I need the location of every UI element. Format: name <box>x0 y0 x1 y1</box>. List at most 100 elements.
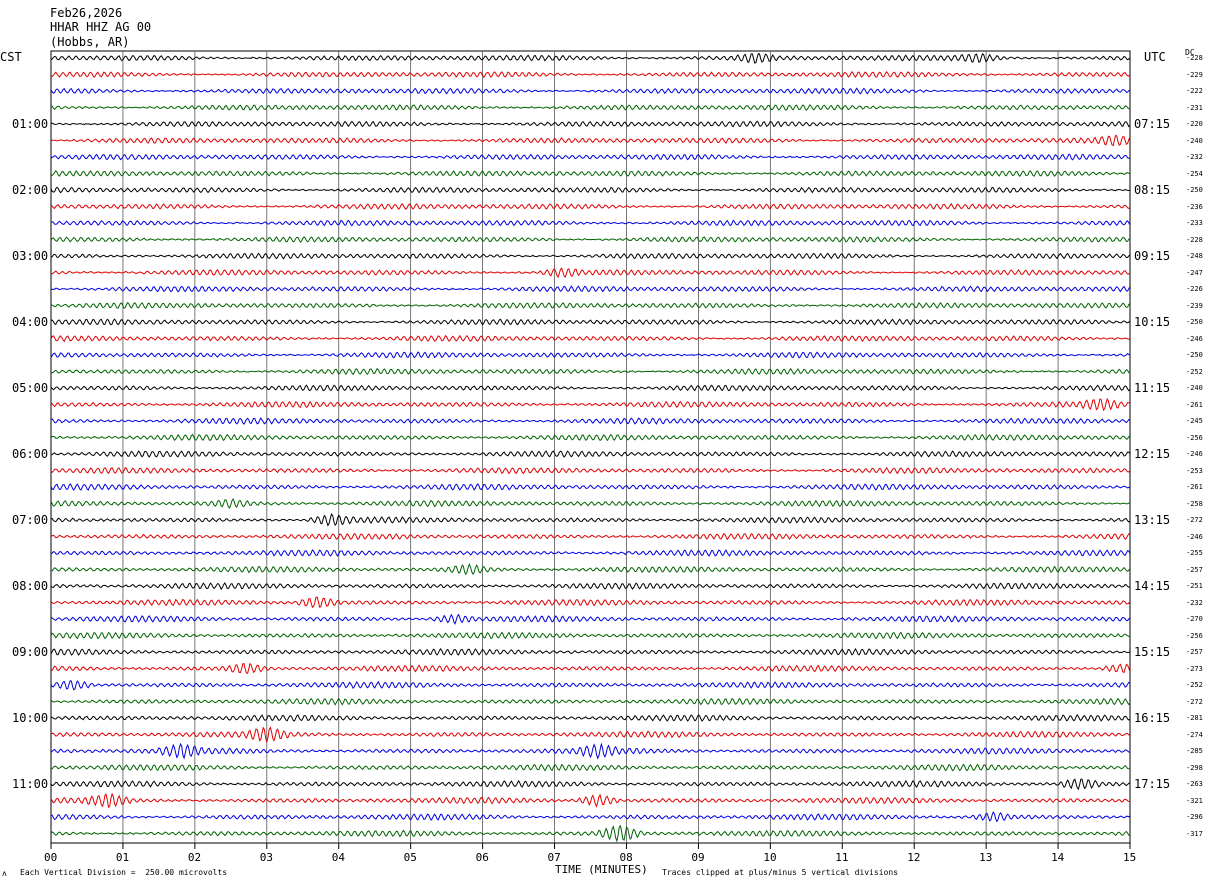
x-tick-label: 12 <box>907 851 921 864</box>
dc-offset-label: -263 <box>1186 780 1203 788</box>
seismic-trace-row <box>50 433 1131 442</box>
dc-offset-label: -261 <box>1186 483 1203 491</box>
seismic-trace-row <box>50 631 1131 640</box>
right-hour-label: 16:15 <box>1134 711 1171 725</box>
dc-offset-label: -245 <box>1186 417 1203 425</box>
dc-offset-label: -252 <box>1186 681 1203 689</box>
seismic-trace-row <box>50 285 1131 293</box>
dc-offset-label: -321 <box>1186 796 1203 805</box>
seismic-trace-row <box>50 726 1131 743</box>
dc-offset-label: -246 <box>1186 532 1203 541</box>
dc-offset-label: -272 <box>1186 516 1203 524</box>
dc-offset-label: -246 <box>1186 450 1203 458</box>
left-hour-label: 07:00 <box>12 513 49 527</box>
x-tick-label: 08 <box>619 851 633 864</box>
dc-offset-label: -247 <box>1186 268 1203 277</box>
dc-offset-label: -229 <box>1186 70 1203 79</box>
seismic-trace-row <box>50 301 1131 310</box>
left-hour-label: 02:00 <box>12 183 49 197</box>
dc-offset-label: -220 <box>1186 120 1203 128</box>
right-hour-label: 14:15 <box>1134 579 1171 593</box>
x-tick-label: 15 <box>1123 851 1137 864</box>
seismic-trace-row <box>50 562 1131 576</box>
right-hour-label: 17:15 <box>1134 777 1171 791</box>
trace-group <box>50 52 1131 843</box>
seismic-trace-row <box>50 713 1131 722</box>
dc-offset-label: -270 <box>1186 615 1203 623</box>
left-hour-label: 06:00 <box>12 447 49 461</box>
corner-mark: ʌ <box>2 869 7 878</box>
dc-offset-label: -239 <box>1186 301 1203 310</box>
dc-offset-label: -256 <box>1186 631 1203 640</box>
plot-frame <box>50 50 1131 844</box>
dc-label: DC <box>1185 48 1195 57</box>
seismic-trace-row <box>50 513 1131 527</box>
dc-offset-label: -228 <box>1186 235 1203 244</box>
header-date: Feb26,2026 <box>50 6 123 20</box>
x-tick-label: 00 <box>44 851 58 864</box>
seismic-trace-row <box>50 252 1131 260</box>
right-hour-label: 08:15 <box>1134 183 1171 197</box>
right-hour-label: 10:15 <box>1134 315 1171 329</box>
right-hour-label: 12:15 <box>1134 447 1171 461</box>
seismic-trace-row <box>50 397 1131 412</box>
dc-offset-label: -298 <box>1186 763 1203 772</box>
seismic-trace-row <box>50 318 1131 326</box>
dc-offset-label: -255 <box>1186 549 1203 557</box>
header-location: (Hobbs, AR) <box>50 35 130 49</box>
dc-offset-label: -231 <box>1186 103 1203 112</box>
right-hour-label: 09:15 <box>1134 249 1171 263</box>
dc-offset-label: -233 <box>1186 219 1203 227</box>
dc-offset-label: -274 <box>1186 730 1203 739</box>
seismic-trace-row <box>50 466 1131 475</box>
seismic-trace-row <box>50 697 1131 706</box>
seismic-trace-row <box>50 384 1131 392</box>
dc-offset-label: -250 <box>1186 318 1203 326</box>
seismic-trace-row <box>50 811 1131 823</box>
seismic-trace-row <box>50 267 1131 279</box>
dc-offset-label: -246 <box>1186 334 1203 343</box>
dc-offset-label: -228 <box>1186 54 1203 62</box>
dc-offset-label: -236 <box>1186 202 1203 211</box>
seismic-trace-row <box>50 792 1131 809</box>
seismic-trace-row <box>50 680 1131 691</box>
clip-note: Traces clipped at plus/minus 5 vertical … <box>662 868 899 877</box>
dc-offset-label: -252 <box>1186 367 1203 376</box>
dc-offset-label: -226 <box>1186 285 1203 293</box>
seismic-trace-row <box>50 549 1131 557</box>
dc-offset-label: -296 <box>1186 813 1203 821</box>
dc-offset-label: -232 <box>1186 598 1203 607</box>
left-hour-label: 05:00 <box>12 381 49 395</box>
seismic-trace-row <box>50 87 1131 95</box>
seismic-trace-row <box>50 596 1131 609</box>
x-axis-label: TIME (MINUTES) <box>555 863 648 876</box>
seismic-trace-row <box>50 367 1131 376</box>
seismic-trace-row <box>50 778 1131 791</box>
seismic-trace-row <box>50 742 1131 760</box>
seismic-trace-row <box>50 532 1131 541</box>
right-timezone-label: UTC <box>1144 50 1166 64</box>
seismic-trace-row <box>50 219 1131 227</box>
seismic-trace-row <box>50 236 1131 244</box>
dc-offset-label: -232 <box>1186 153 1203 161</box>
seismic-trace-row <box>50 52 1131 64</box>
left-hour-label: 03:00 <box>12 249 49 263</box>
right-hour-label: 15:15 <box>1134 645 1171 659</box>
dc-offset-label: -285 <box>1186 747 1203 755</box>
seismic-trace-row <box>50 134 1131 147</box>
seismic-trace-row <box>50 202 1131 211</box>
left-timezone-label: CST <box>0 50 22 64</box>
dc-offset-label: -281 <box>1186 714 1203 722</box>
x-tick-label: 07 <box>547 851 561 864</box>
x-tick-label: 14 <box>1051 851 1065 864</box>
x-tick-label: 03 <box>259 851 274 864</box>
right-hour-label: 11:15 <box>1134 381 1171 395</box>
x-tick-label: 11 <box>835 851 849 864</box>
seismic-trace-row <box>50 351 1131 359</box>
seismic-trace-row <box>50 169 1131 178</box>
seismic-trace-row <box>50 497 1131 509</box>
dc-offset-label: -261 <box>1186 400 1203 409</box>
x-tick-label: 06 <box>475 851 489 864</box>
seismic-trace-row <box>50 613 1131 626</box>
